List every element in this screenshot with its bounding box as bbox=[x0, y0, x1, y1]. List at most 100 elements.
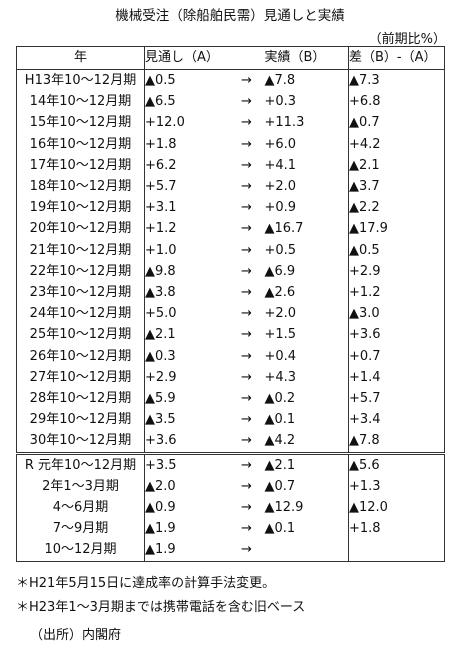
actual-cell: ▲12.9 bbox=[264, 497, 349, 519]
arrow-cell: → bbox=[241, 306, 252, 322]
forecast-cell: ▲1.9 bbox=[144, 539, 229, 562]
period-cell: H13年10～12月期 bbox=[16, 69, 145, 92]
arrow-cell: → bbox=[241, 412, 252, 428]
header-forecast: 見通し（A） bbox=[144, 46, 229, 70]
forecast-cell: +1.0 bbox=[144, 239, 229, 261]
footnote-2: ＊H23年1～3月期までは携帯電話を含む旧ベース bbox=[16, 600, 306, 615]
diff-cell: +0.7 bbox=[348, 345, 445, 367]
period-cell: 18年10～12月期 bbox=[16, 176, 145, 198]
table-row: 30年10～12月期 +3.6 → ▲4.2 ▲7.8 bbox=[16, 430, 445, 454]
period-cell: 4～6月期 bbox=[16, 497, 145, 519]
table-row: 7～9月期 ▲1.9 → ▲0.1 +1.8 bbox=[16, 518, 445, 540]
actual-cell: +4.3 bbox=[264, 366, 349, 389]
footnotes: ＊H21年5月15日に達成率の計算手法変更。 ＊H23年1～3月期までは携帯電話… bbox=[16, 572, 305, 620]
period-cell: 2年1～3月期 bbox=[16, 475, 145, 498]
actual-cell: +6.0 bbox=[264, 133, 349, 155]
table-row: 22年10～12月期 ▲9.8 → ▲6.9 +2.9 bbox=[16, 260, 445, 283]
arrow-cell: → bbox=[228, 539, 265, 562]
diff-cell: ▲3.0 bbox=[348, 303, 445, 325]
period-cell: 7～9月期 bbox=[16, 518, 145, 540]
forecast-cell: +5.7 bbox=[144, 176, 229, 198]
diff-cell: ▲17.9 bbox=[348, 218, 445, 240]
actual-cell: ▲0.1 bbox=[264, 518, 349, 540]
actual-cell bbox=[264, 539, 349, 562]
table-row: 28年10～12月期 ▲5.9 → ▲0.2 +5.7 bbox=[16, 388, 445, 410]
table-row: 27年10～12月期 +2.9 → +4.3 +1.4 bbox=[16, 366, 445, 389]
forecast-cell: ▲9.8 bbox=[144, 260, 229, 283]
actual-cell: ▲16.7 bbox=[264, 218, 349, 240]
arrow-cell: → bbox=[241, 348, 252, 364]
diff-cell: ▲2.2 bbox=[348, 197, 445, 219]
actual-cell: +0.3 bbox=[264, 91, 349, 113]
header-actual: 実績（B） bbox=[264, 46, 349, 70]
actual-cell: +0.4 bbox=[264, 345, 349, 367]
forecast-cell: +6.2 bbox=[144, 154, 229, 177]
diff-cell: ▲7.3 bbox=[348, 69, 445, 92]
diff-cell: ▲5.6 bbox=[348, 451, 445, 476]
arrow-cell: → bbox=[241, 115, 252, 131]
table-row: 10～12月期 ▲1.9 → bbox=[16, 539, 445, 562]
diff-cell: +6.8 bbox=[348, 91, 445, 113]
diff-cell: +1.2 bbox=[348, 282, 445, 304]
diff-cell: +3.4 bbox=[348, 409, 445, 431]
arrow-cell: → bbox=[241, 200, 252, 216]
table-row: 18年10～12月期 +5.7 → +2.0 ▲3.7 bbox=[16, 176, 445, 198]
arrow-cell: → bbox=[241, 285, 252, 301]
forecast-cell: ▲6.5 bbox=[144, 91, 229, 113]
table-row: H13年10～12月期 ▲0.5 → ▲7.8 ▲7.3 bbox=[16, 69, 445, 92]
table-row: 25年10～12月期 ▲2.1 → +1.5 +3.6 bbox=[16, 324, 445, 346]
diff-cell: +4.2 bbox=[348, 133, 445, 155]
forecast-cell: +12.0 bbox=[144, 112, 229, 134]
actual-cell: ▲0.2 bbox=[264, 388, 349, 410]
forecast-cell: +3.6 bbox=[144, 430, 229, 454]
table-row: 16年10～12月期 +1.8 → +6.0 +4.2 bbox=[16, 133, 445, 155]
period-cell: 19年10～12月期 bbox=[16, 197, 145, 219]
period-cell: 25年10～12月期 bbox=[16, 324, 145, 346]
diff-cell: ▲12.0 bbox=[348, 497, 445, 519]
table-row: 19年10～12月期 +3.1 → +0.9 ▲2.2 bbox=[16, 197, 445, 219]
diff-cell: +3.6 bbox=[348, 324, 445, 346]
diff-cell: ▲0.5 bbox=[348, 239, 445, 261]
forecast-cell: +3.5 bbox=[144, 451, 229, 476]
arrow-cell: → bbox=[241, 157, 252, 173]
actual-cell: ▲2.1 bbox=[264, 451, 349, 476]
diff-cell: ▲0.7 bbox=[348, 112, 445, 134]
actual-cell: +11.3 bbox=[264, 112, 349, 134]
forecast-cell: ▲0.5 bbox=[144, 69, 229, 92]
actual-cell: ▲2.6 bbox=[264, 282, 349, 304]
period-cell: 17年10～12月期 bbox=[16, 154, 145, 177]
arrow-cell: → bbox=[241, 136, 252, 152]
table-row: 17年10～12月期 +6.2 → +4.1 ▲2.1 bbox=[16, 154, 445, 177]
table-title: 機械受注（除船舶民需）見通しと実績 bbox=[115, 8, 345, 24]
table-row: R 元年10～12月期 +3.5 → ▲2.1 ▲5.6 bbox=[16, 451, 445, 476]
actual-cell: +2.0 bbox=[264, 176, 349, 198]
forecast-vs-actual-table: 年 見通し（A） 実績（B） 差（B）-（A） H13年10～12月期 ▲0.5 →… bbox=[16, 46, 445, 562]
diff-cell: +1.4 bbox=[348, 366, 445, 389]
forecast-cell: ▲0.9 bbox=[144, 497, 229, 519]
period-cell: 16年10～12月期 bbox=[16, 133, 145, 155]
period-cell: 22年10～12月期 bbox=[16, 260, 145, 283]
table-row: 29年10～12月期 ▲3.5 → ▲0.1 +3.4 bbox=[16, 409, 445, 431]
header-arrow-spacer bbox=[228, 46, 265, 70]
table-row: 21年10～12月期 +1.0 → +0.5 ▲0.5 bbox=[16, 239, 445, 261]
actual-cell: ▲0.7 bbox=[264, 475, 349, 498]
arrow-cell: → bbox=[241, 263, 252, 279]
period-cell: 21年10～12月期 bbox=[16, 239, 145, 261]
forecast-cell: +1.8 bbox=[144, 133, 229, 155]
unit-label: （前期比%） bbox=[368, 32, 446, 47]
period-cell: 29年10～12月期 bbox=[16, 409, 145, 431]
period-cell: 14年10～12月期 bbox=[16, 91, 145, 113]
actual-cell: ▲6.9 bbox=[264, 260, 349, 283]
header-row: 年 見通し（A） 実績（B） 差（B）-（A） bbox=[16, 46, 445, 70]
arrow-cell: → bbox=[241, 242, 252, 258]
period-cell: 27年10～12月期 bbox=[16, 366, 145, 389]
arrow-cell: → bbox=[228, 451, 265, 476]
table-row: 26年10～12月期 ▲0.3 → +0.4 +0.7 bbox=[16, 345, 445, 367]
forecast-cell: ▲3.5 bbox=[144, 409, 229, 431]
diff-cell bbox=[348, 539, 445, 562]
arrow-cell: → bbox=[241, 221, 252, 237]
arrow-cell: → bbox=[241, 73, 252, 88]
actual-cell: +1.5 bbox=[264, 324, 349, 346]
table-row: 14年10～12月期 ▲6.5 → +0.3 +6.8 bbox=[16, 91, 445, 113]
arrow-cell: → bbox=[241, 327, 252, 343]
